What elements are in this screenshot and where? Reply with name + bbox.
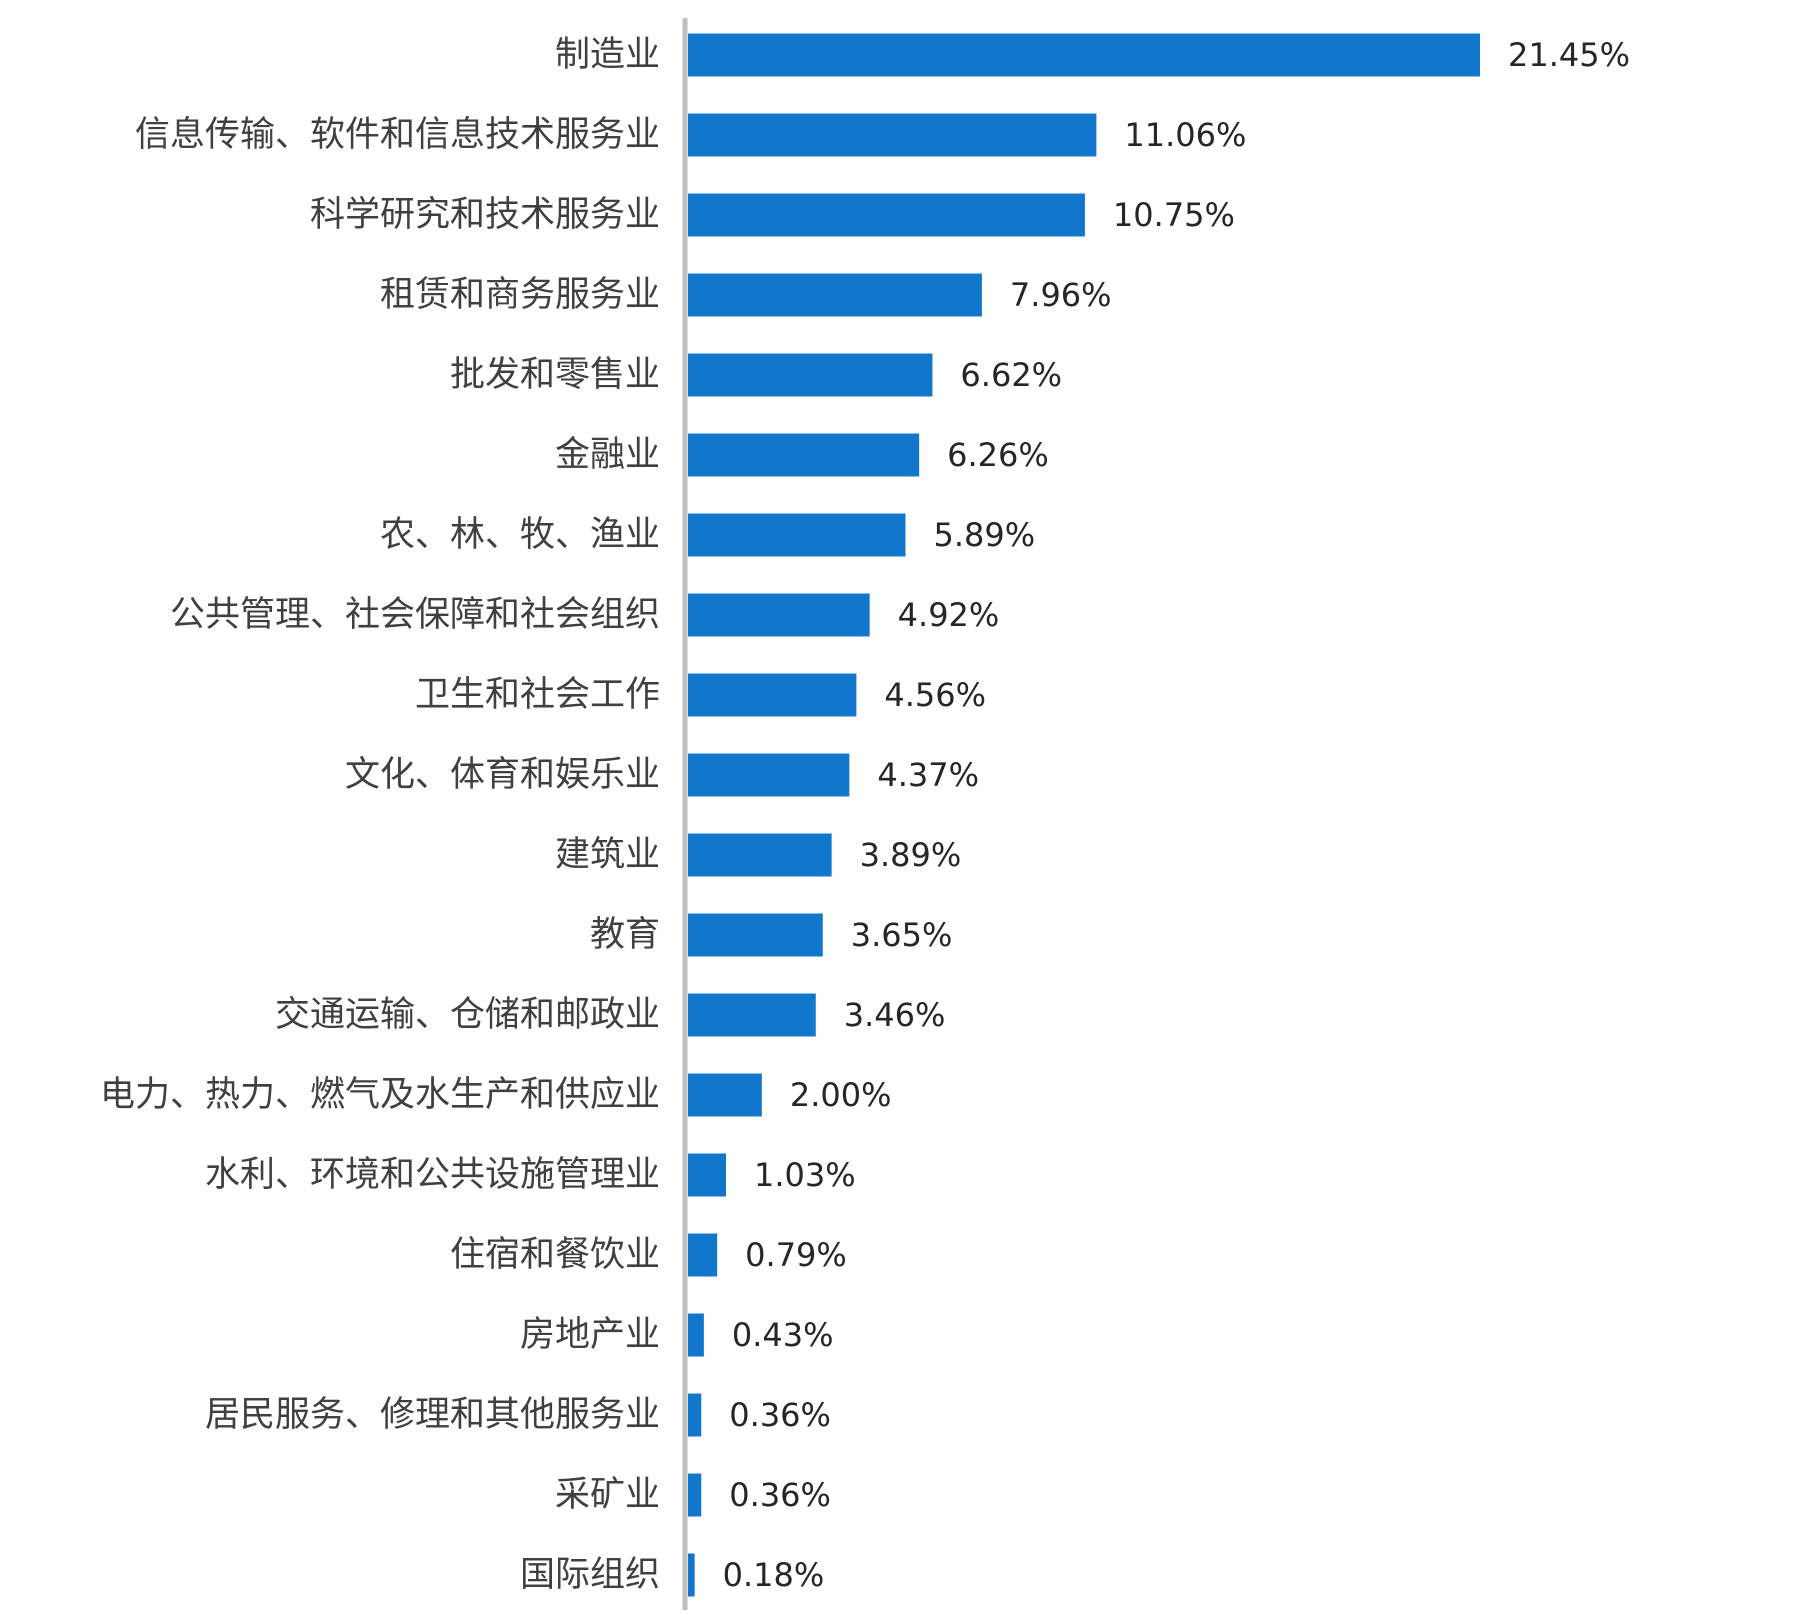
category-label: 水利、环境和公共设施管理业 — [205, 1155, 660, 1195]
bar — [688, 1553, 695, 1597]
category-label: 卫生和社会工作 — [415, 675, 660, 715]
bar — [688, 193, 1085, 237]
value-label: 7.96% — [1010, 276, 1112, 314]
bar — [688, 33, 1480, 77]
category-label: 制造业 — [555, 35, 660, 75]
category-label: 租赁和商务服务业 — [380, 275, 660, 315]
value-labels-group: 21.45% 11.06% 10.75% 7.96% 6.62% 6.26% 5.89% 4.… — [723, 36, 1630, 1594]
value-label: 0.18% — [723, 1556, 825, 1594]
value-label: 1.03% — [754, 1156, 856, 1194]
category-label: 采矿业 — [555, 1475, 660, 1515]
bar — [688, 1233, 718, 1277]
bar — [688, 673, 857, 717]
category-label: 住宿和餐饮业 — [450, 1235, 660, 1275]
category-label: 交通运输、仓储和邮政业 — [275, 995, 660, 1035]
value-label: 2.00% — [790, 1076, 892, 1114]
bar — [688, 1073, 762, 1117]
value-label: 21.45% — [1508, 36, 1630, 74]
bar — [688, 1393, 702, 1437]
category-label: 科学研究和技术服务业 — [310, 195, 660, 235]
value-label: 0.79% — [745, 1236, 847, 1274]
category-label: 居民服务、修理和其他服务业 — [205, 1395, 660, 1435]
category-label: 房地产业 — [520, 1315, 660, 1355]
bar — [688, 833, 832, 877]
bar — [688, 353, 933, 397]
category-label: 批发和零售业 — [450, 355, 660, 395]
bar — [688, 273, 982, 317]
category-label: 教育 — [590, 915, 660, 955]
value-label: 3.65% — [851, 916, 953, 954]
value-label: 4.37% — [877, 756, 979, 794]
bar — [688, 1473, 702, 1517]
value-label: 6.62% — [960, 356, 1062, 394]
value-label: 4.56% — [884, 676, 986, 714]
category-label: 金融业 — [555, 435, 660, 475]
value-label: 6.26% — [947, 436, 1049, 474]
category-label: 电力、热力、燃气及水生产和供应业 — [100, 1075, 660, 1115]
bar — [688, 113, 1097, 157]
category-label: 信息传输、软件和信息技术服务业 — [135, 115, 660, 155]
bar — [688, 993, 816, 1037]
bar — [688, 593, 870, 637]
bar — [688, 433, 920, 477]
category-label: 建筑业 — [555, 835, 660, 875]
category-label: 农、林、牧、渔业 — [380, 515, 660, 555]
value-label: 3.46% — [844, 996, 946, 1034]
bar — [688, 1313, 704, 1357]
value-label: 10.75% — [1113, 196, 1235, 234]
value-label: 0.43% — [732, 1316, 834, 1354]
value-label: 0.36% — [729, 1396, 831, 1434]
value-label: 5.89% — [933, 516, 1035, 554]
bar — [688, 513, 906, 557]
bar — [688, 1153, 727, 1197]
value-label: 4.92% — [898, 596, 1000, 634]
category-labels-group: 制造业信息传输、软件和信息技术服务业科学研究和技术服务业租赁和商务服务业批发和零… — [100, 35, 660, 1595]
category-label: 文化、体育和娱乐业 — [345, 755, 660, 795]
bar — [688, 913, 823, 957]
value-label: 0.36% — [729, 1476, 831, 1514]
category-label: 国际组织 — [520, 1555, 660, 1595]
bars-group — [688, 33, 1480, 1597]
value-label: 11.06% — [1124, 116, 1246, 154]
value-label: 3.89% — [860, 836, 962, 874]
category-label: 公共管理、社会保障和社会组织 — [170, 595, 660, 635]
bar — [688, 753, 850, 797]
